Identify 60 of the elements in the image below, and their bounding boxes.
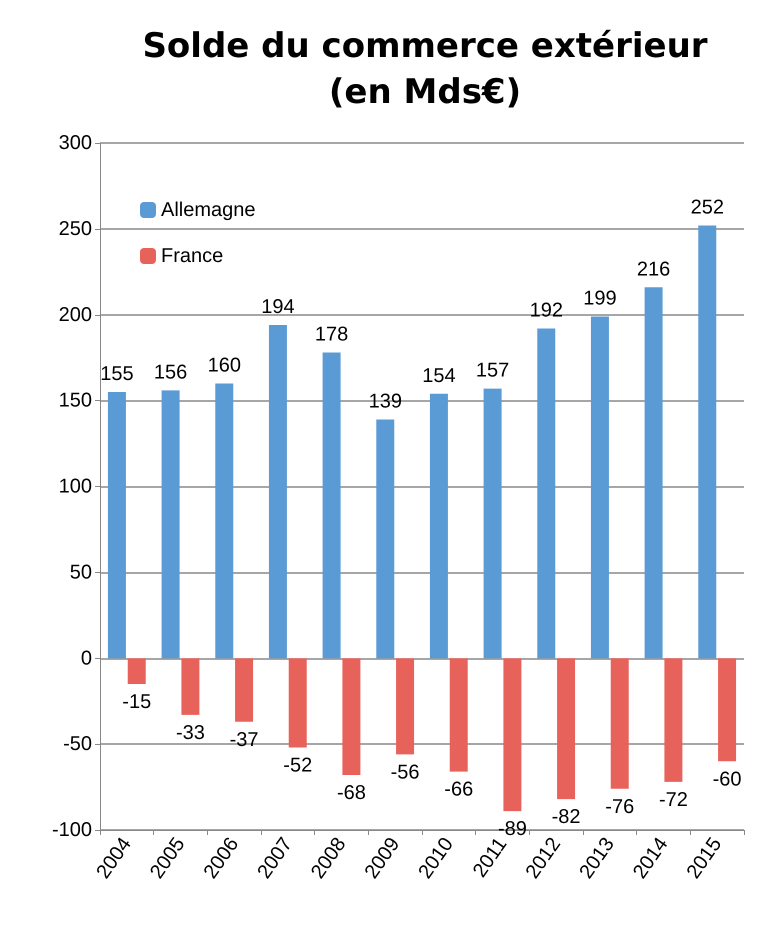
data-label: -37 bbox=[230, 728, 259, 751]
data-label: 157 bbox=[476, 360, 510, 382]
data-label: 139 bbox=[368, 390, 402, 413]
bar bbox=[698, 225, 716, 658]
data-label: -33 bbox=[176, 722, 205, 744]
data-label: 154 bbox=[422, 364, 456, 387]
bar bbox=[644, 287, 663, 658]
bar bbox=[610, 658, 629, 789]
bar bbox=[162, 390, 180, 658]
bar bbox=[268, 325, 287, 658]
data-label: 216 bbox=[636, 258, 670, 280]
data-label: -82 bbox=[552, 806, 581, 828]
data-label: 192 bbox=[530, 299, 563, 322]
bar bbox=[376, 420, 394, 658]
data-label: -66 bbox=[444, 778, 474, 801]
bar bbox=[215, 383, 234, 658]
bar bbox=[322, 352, 341, 658]
data-label: -52 bbox=[283, 754, 312, 777]
y-tick-label: 300 bbox=[58, 132, 92, 154]
data-label: -76 bbox=[605, 796, 634, 818]
y-tick-label: 200 bbox=[58, 304, 92, 326]
bar bbox=[430, 394, 448, 658]
bar bbox=[342, 658, 360, 776]
data-label: 155 bbox=[100, 363, 134, 386]
chart-title: Solde du commerce extérieur (en Mds€) bbox=[142, 26, 708, 112]
legend-label: Allemagne bbox=[161, 199, 256, 221]
data-label: 199 bbox=[583, 287, 617, 310]
y-tick-label: 0 bbox=[80, 647, 92, 670]
y-tick-label: 100 bbox=[58, 476, 92, 498]
y-tick-label: -100 bbox=[52, 819, 92, 841]
data-label: 252 bbox=[690, 196, 724, 218]
data-label: 160 bbox=[208, 354, 241, 376]
bar bbox=[503, 658, 522, 812]
bar bbox=[235, 658, 254, 722]
data-label: 178 bbox=[314, 324, 348, 346]
data-label: -56 bbox=[390, 761, 420, 784]
bar bbox=[450, 658, 468, 772]
data-label: -15 bbox=[122, 691, 152, 714]
legend-label: France bbox=[161, 245, 224, 267]
y-tick-label: 250 bbox=[58, 218, 92, 240]
bar bbox=[537, 328, 556, 658]
y-tick-label: 50 bbox=[70, 561, 92, 584]
y-tick-label: 150 bbox=[58, 390, 92, 412]
bar bbox=[396, 658, 414, 754]
y-tick-label: -50 bbox=[63, 733, 92, 756]
bar bbox=[484, 388, 502, 658]
bar bbox=[557, 658, 576, 800]
bar bbox=[590, 316, 609, 658]
bar bbox=[128, 658, 146, 684]
bar bbox=[181, 658, 200, 715]
bar bbox=[718, 658, 736, 762]
bar bbox=[108, 392, 126, 658]
data-label: -60 bbox=[712, 768, 742, 790]
data-label: 156 bbox=[154, 361, 188, 384]
data-label: -68 bbox=[336, 782, 366, 804]
data-label: 194 bbox=[261, 296, 295, 318]
bar bbox=[664, 658, 682, 782]
data-label: -89 bbox=[498, 818, 527, 840]
bar bbox=[288, 658, 307, 748]
data-label: -72 bbox=[658, 788, 688, 811]
